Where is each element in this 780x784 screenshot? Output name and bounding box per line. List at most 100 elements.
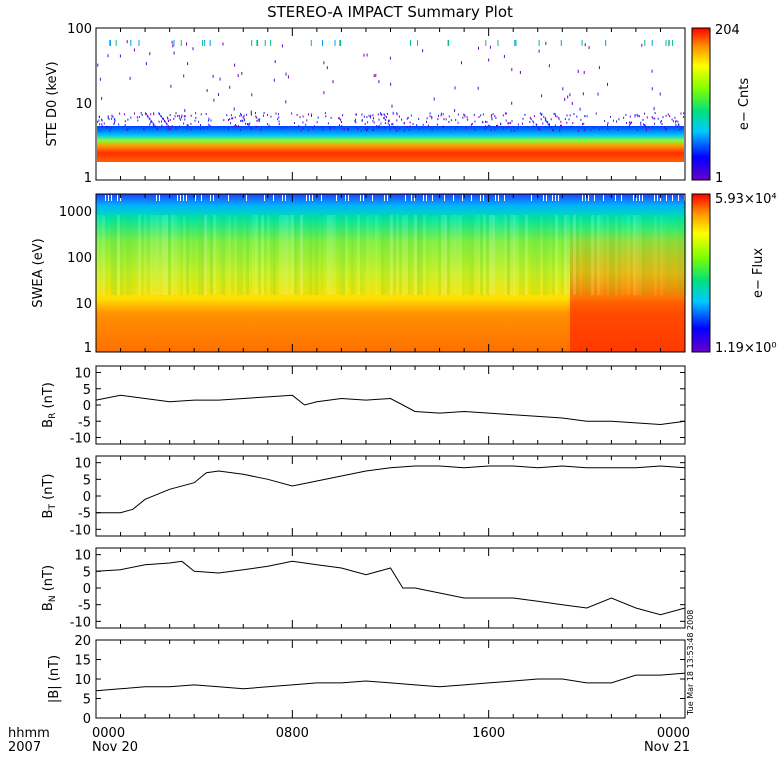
ste-count-pixel — [676, 125, 678, 128]
ste-core-band — [97, 126, 684, 162]
ste-count-pixel — [258, 120, 260, 123]
ste-count-pixel — [166, 123, 168, 126]
ste-count-pixel — [347, 129, 349, 132]
ste-count-pixel — [223, 119, 225, 122]
swea-texture-stripe — [555, 215, 558, 295]
swea-texture-stripe — [384, 195, 385, 201]
swea-texture-stripe — [135, 215, 138, 295]
ste-count-pixel — [654, 122, 655, 125]
ste-count-pixel — [111, 114, 113, 117]
ste-count-pixel — [407, 116, 409, 119]
ste-count-pixel — [541, 94, 543, 98]
swea-texture-stripe — [198, 215, 201, 295]
swea-texture-stripe — [603, 195, 604, 201]
ste-count-pixel — [327, 122, 329, 125]
swea-texture-stripe — [525, 215, 528, 295]
swea-texture-stripe — [540, 215, 543, 295]
ste-count-pixel — [112, 115, 114, 118]
swea-texture-stripe — [498, 195, 499, 201]
ste-count-pixel — [431, 128, 433, 131]
ste-count-pixel — [387, 112, 388, 115]
ste-count-pixel — [298, 125, 300, 128]
ste-count-pixel — [376, 125, 378, 128]
swea-texture-stripe — [264, 215, 267, 295]
ste-count-pixel — [212, 74, 214, 78]
swea-texture-stripe — [282, 195, 283, 201]
swea-texture-stripe — [441, 215, 444, 295]
bn-ytick-label: -5 — [78, 599, 91, 614]
swea-texture-stripe — [306, 215, 309, 295]
swea-texture-stripe — [276, 215, 279, 295]
swea-texture-stripe — [126, 215, 129, 295]
swea-texture-stripe — [360, 195, 361, 201]
ste-count-pixel — [170, 128, 172, 131]
ste-count-pixel — [342, 114, 344, 117]
ste-count-pixel — [322, 126, 323, 129]
ste-count-pixel — [641, 43, 643, 47]
ste-count-pixel — [598, 128, 600, 131]
swea-texture-stripe — [543, 215, 546, 295]
ste-count-pixel — [522, 122, 523, 125]
swea-texture-stripe — [411, 215, 414, 295]
ste-count-pixel — [340, 40, 342, 46]
swea-texture-stripe — [657, 215, 660, 295]
ste-count-pixel — [233, 125, 235, 128]
swea-texture-stripe — [555, 195, 556, 201]
ste-count-pixel — [583, 122, 585, 125]
ste-count-pixel — [366, 53, 368, 57]
ste-count-pixel — [634, 114, 636, 117]
ste-count-pixel — [204, 40, 206, 46]
swea-texture-stripe — [387, 215, 390, 295]
ste-count-pixel — [237, 125, 239, 127]
swea-texture-stripe — [177, 195, 178, 201]
swea-texture-stripe — [363, 215, 366, 295]
ste-count-pixel — [256, 116, 258, 119]
swea-texture-stripe — [546, 195, 547, 201]
ste-count-pixel — [264, 40, 266, 46]
ste-count-pixel — [391, 123, 393, 126]
ste-count-pixel — [149, 118, 151, 121]
ste-count-pixel — [247, 123, 249, 126]
ste-count-pixel — [573, 113, 575, 115]
swea-texture-stripe — [207, 215, 210, 295]
ste-count-pixel — [101, 123, 103, 126]
ste-count-pixel — [378, 80, 380, 84]
ste-count-pixel — [412, 123, 414, 125]
ste-count-pixel — [370, 114, 372, 117]
ste-count-pixel — [422, 123, 424, 126]
ste-count-pixel — [99, 123, 101, 126]
swea-texture-stripe — [156, 195, 157, 201]
swea-texture-stripe — [222, 215, 225, 295]
ste-count-pixel — [383, 117, 385, 120]
swea-texture-stripe — [171, 215, 174, 295]
ste-count-pixel — [482, 121, 484, 124]
ste-count-pixel — [490, 114, 492, 118]
swea-texture-stripe — [132, 215, 135, 295]
ste-count-pixel — [571, 101, 573, 105]
ste-count-pixel — [210, 119, 212, 122]
swea-texture-stripe — [396, 215, 399, 295]
ste-count-pixel — [377, 113, 379, 116]
ste-count-pixel — [369, 116, 371, 119]
ste-count-pixel — [387, 122, 389, 125]
ste-count-pixel — [323, 61, 325, 65]
ste-count-pixel — [98, 119, 100, 122]
ste-count-pixel — [511, 101, 513, 105]
ste-count-pixel — [124, 124, 126, 126]
ste-count-pixel — [322, 128, 324, 131]
ste-count-pixel — [491, 117, 493, 120]
ste-count-pixel — [392, 123, 394, 126]
ste-count-pixel — [505, 119, 507, 122]
ste-count-pixel — [607, 123, 608, 126]
swea-texture-stripe — [645, 215, 648, 295]
bt-ytick-label: -5 — [78, 507, 91, 522]
ste-count-pixel — [330, 116, 332, 119]
ste-count-pixel — [495, 116, 497, 119]
ste-count-pixel — [665, 114, 667, 117]
ste-count-pixel — [580, 118, 582, 121]
ste-count-pixel — [372, 114, 374, 117]
swea-texture-stripe — [279, 215, 282, 295]
ste-count-pixel — [505, 126, 507, 129]
ste-count-pixel — [491, 118, 493, 121]
ste-count-pixel — [183, 122, 185, 125]
